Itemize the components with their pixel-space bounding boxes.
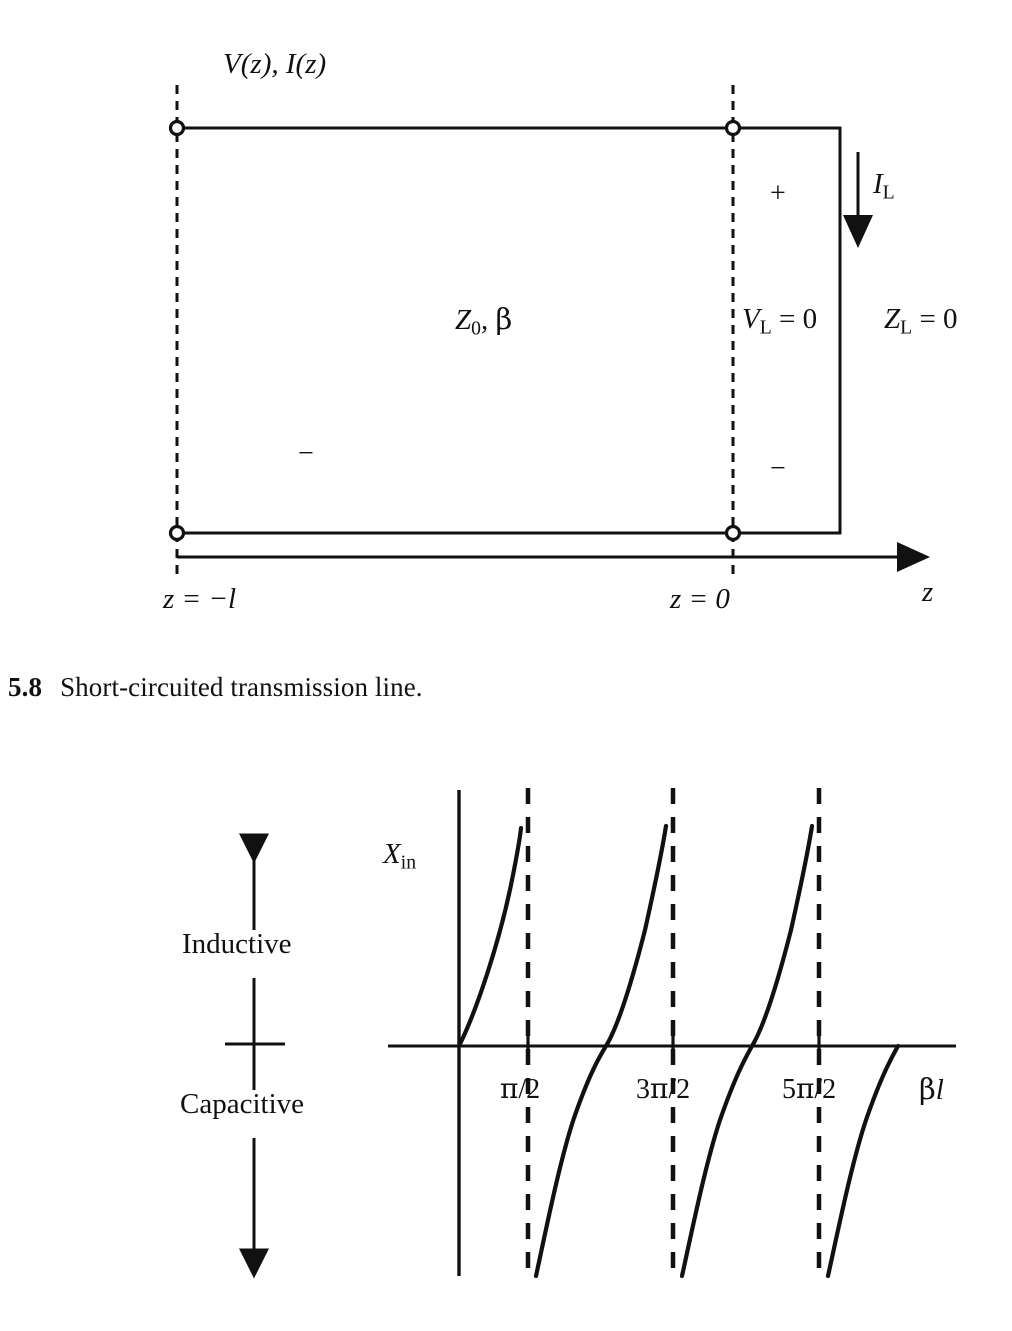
line-parameters-label: Z0, β xyxy=(455,302,513,340)
caption-text: Short-circuited transmission line. xyxy=(60,672,423,702)
position-label-left: z = −l xyxy=(163,583,236,615)
tan-branch-1 xyxy=(456,825,524,1049)
xtick-label-pi-over-2: π/2 xyxy=(500,1072,541,1105)
terminal-top-right xyxy=(724,119,742,137)
y-axis-label: Xin xyxy=(383,838,417,874)
xtick-label-5pi-over-2: 5π/2 xyxy=(782,1072,837,1105)
position-label-right: z = 0 xyxy=(670,583,730,615)
load-voltage-label: VL = 0 xyxy=(742,303,818,339)
capacitive-label: Capacitive xyxy=(180,1088,305,1120)
voltage-current-label: V(z), I(z) xyxy=(223,48,327,80)
minus-sign-load: − xyxy=(770,453,786,484)
inductive-label: Inductive xyxy=(182,928,292,960)
caption-number: 5.8 xyxy=(8,672,43,702)
tan-branch-2 xyxy=(533,823,669,1279)
terminal-bottom-right xyxy=(724,524,742,542)
z-axis-label: z xyxy=(922,576,934,608)
xtick-label-3pi-over-2: 3π/2 xyxy=(636,1072,691,1105)
load-impedance-label: ZL = 0 xyxy=(884,303,958,339)
terminal-bottom-left xyxy=(168,524,186,542)
x-axis-label: βl xyxy=(919,1072,944,1106)
terminal-top-left xyxy=(168,119,186,137)
plus-sign-load: + xyxy=(770,178,786,209)
tan-branch-3 xyxy=(679,823,815,1279)
figure-caption: 5.8 Short-circuited transmission line. xyxy=(8,672,423,703)
load-current-label: IL xyxy=(873,168,895,204)
tan-branch-4 xyxy=(825,1043,901,1279)
minus-sign-source: − xyxy=(298,438,314,469)
